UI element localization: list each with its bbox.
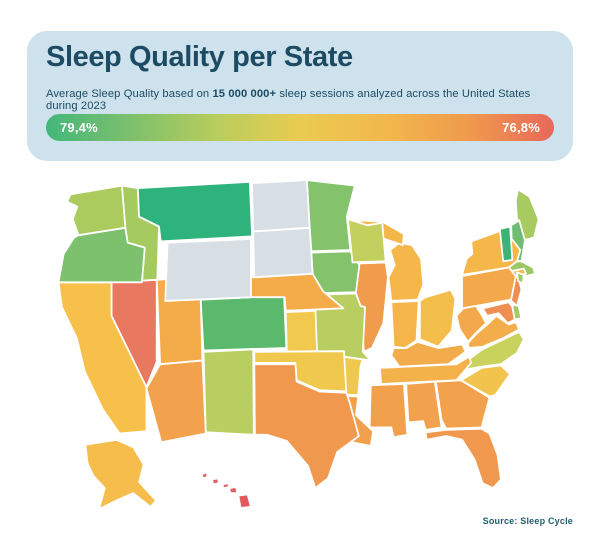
state-nebraska [250, 272, 345, 312]
legend-worst-value: 76,8% [502, 120, 540, 135]
state-hawaii [200, 471, 209, 480]
state-montana [137, 180, 253, 243]
state-hawaii [237, 493, 252, 509]
state-vermont [498, 225, 514, 263]
state-north-carolina [457, 330, 525, 371]
state-arizona [145, 359, 207, 444]
state-texas [253, 363, 360, 490]
state-north-dakota [251, 179, 311, 233]
state-florida [424, 427, 502, 490]
state-west-virginia [455, 304, 487, 343]
state-minnesota [305, 179, 356, 253]
us-choropleth-map [26, 167, 574, 539]
state-wyoming [164, 237, 252, 302]
subtitle-suffix: sleep sessions analyzed across the Unite… [46, 88, 531, 112]
state-washington [66, 184, 127, 237]
state-alaska [84, 438, 158, 511]
state-mississippi [368, 383, 409, 439]
subtitle-prefix: Average Sleep Quality based on [46, 88, 213, 100]
state-oregon [57, 226, 146, 284]
us-map-svg [57, 179, 540, 511]
header-card: Sleep Quality per State Average Sleep Qu… [27, 31, 573, 161]
state-michigan [387, 241, 425, 302]
state-tennessee [379, 355, 473, 385]
state-indiana [390, 299, 420, 349]
page-subtitle: Average Sleep Quality based on 15 000 00… [46, 88, 557, 112]
state-maryland [481, 301, 516, 325]
state-south-dakota [252, 226, 314, 279]
legend-gradient-bar: 79,4% 76,8% [46, 114, 554, 141]
state-new-mexico [202, 348, 255, 436]
state-pennsylvania [461, 266, 517, 310]
state-hawaii [228, 485, 239, 495]
state-south-carolina [460, 364, 511, 398]
subtitle-sessions-count: 15 000 000+ [212, 88, 277, 100]
state-hawaii [221, 482, 231, 490]
state-oklahoma [253, 350, 348, 393]
state-wisconsin [347, 218, 387, 264]
state-colorado [199, 293, 288, 352]
state-rhode-island [516, 271, 525, 285]
state-ohio [419, 288, 457, 348]
state-nevada [110, 278, 158, 389]
legend-best-value: 79,4% [60, 120, 98, 135]
page-title: Sleep Quality per State [46, 41, 353, 73]
state-kentucky [390, 340, 467, 368]
state-hawaii [211, 477, 220, 486]
source-note: Source: Sleep Cycle [482, 516, 573, 526]
state-virginia [466, 314, 521, 349]
